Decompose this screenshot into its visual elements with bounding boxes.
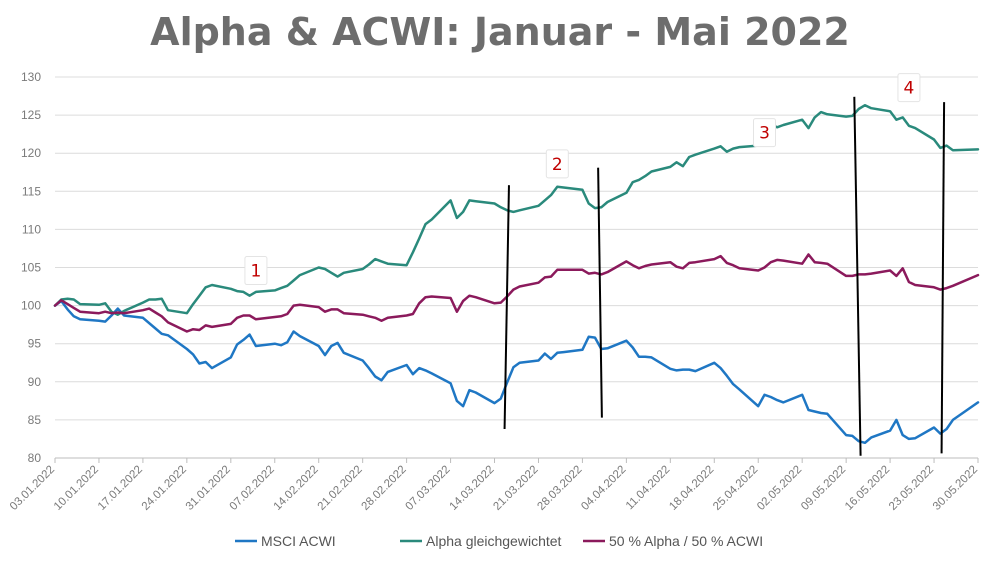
legend: MSCI ACWI Alpha gleichgewichtet 50 % Alpha… [235,533,763,549]
y-tick-label: 95 [28,337,42,351]
series-line-2 [53,103,980,316]
y-tick-label: 125 [21,108,41,122]
y-tick-label: 105 [21,261,41,275]
annotation-label-4: 4 [904,79,915,99]
legend-entry-2: Alpha gleichgewichtet [426,533,562,549]
annotation-box-2 [545,149,569,179]
y-tick-label: 85 [28,413,42,427]
annotation-label-2: 2 [552,155,563,175]
chart-title: Alpha & ACWI: Januar - Mai 2022 [150,10,850,54]
x-tick-label: 31.01.2022 [184,464,233,513]
x-tick-label: 11.04.2022 [624,464,673,513]
x-tick-label: 16.05.2022 [843,464,892,513]
x-tick-label: 24.01.2022 [140,464,189,513]
y-tick-label: 90 [28,375,42,389]
y-tick-label: 80 [28,451,42,465]
x-tick-label: 18.04.2022 [667,464,716,513]
series-line-3 [53,253,980,333]
x-tick-label: 14.02.2022 [272,464,321,513]
x-tick-label: 21.03.2022 [491,464,540,513]
annotation-box-3 [753,118,777,148]
x-tick-label: 04.04.2022 [579,464,628,513]
y-tick-label: 100 [21,299,41,313]
x-tick-label: 28.02.2022 [360,464,409,513]
x-tick-label: 21.02.2022 [316,464,365,513]
x-tick-label: 10.01.2022 [52,464,101,513]
x-tick-label: 23.05.2022 [887,464,936,513]
x-tick-label: 17.01.2022 [96,464,145,513]
marker-lines [503,96,946,456]
x-tick-label: 25.04.2022 [711,464,760,513]
x-tick-label: 09.05.2022 [799,464,848,513]
x-tick-label: 14.03.2022 [447,464,496,513]
x-tick-label: 07.03.2022 [404,464,453,513]
x-tick-label: 03.01.2022 [8,464,57,513]
y-tick-label: 120 [21,146,41,160]
y-tick-label: 130 [21,70,41,84]
marker-line-4 [940,102,946,454]
x-tick-label: 30.05.2022 [931,464,980,513]
marker-line-3 [853,96,862,456]
annotation-label-1: 1 [251,262,262,282]
grid-layer [55,76,978,459]
annotation-box-4 [897,73,921,103]
y-axis-ticks: 80 85 90 95 100 105 110 115 120 125 130 [21,70,41,465]
marker-line-1 [503,185,510,430]
x-tick-label: 02.05.2022 [755,464,804,513]
annotation-box-1 [244,256,268,286]
legend-entry-1: MSCI ACWI [261,533,336,549]
annotations: 1 2 3 4 [244,73,921,286]
x-axis-ticks: 03.01.202210.01.202217.01.202224.01.2022… [8,458,980,513]
marker-line-2 [597,167,603,418]
x-tick-label: 28.03.2022 [535,464,584,513]
legend-entry-3: 50 % Alpha / 50 % ACWI [609,533,763,549]
y-tick-label: 115 [22,184,41,198]
x-tick-label: 07.02.2022 [228,464,277,513]
series-line-1 [53,299,980,445]
y-tick-label: 110 [22,222,41,236]
series-layer [53,103,980,445]
annotation-label-3: 3 [759,124,770,144]
